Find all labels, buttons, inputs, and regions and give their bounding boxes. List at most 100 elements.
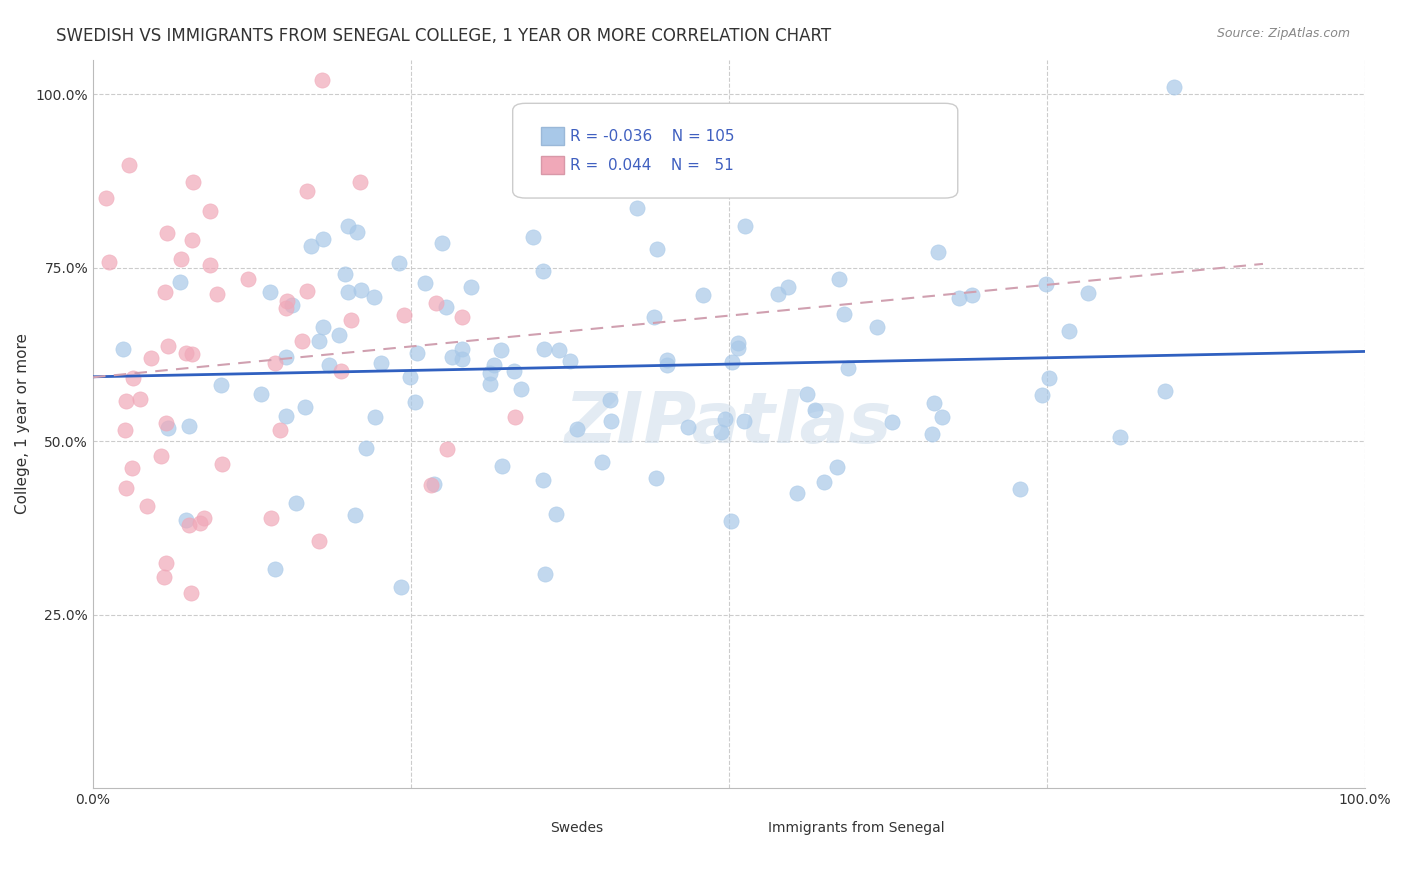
Point <box>405 346 427 360</box>
Point <box>193 511 215 525</box>
Point <box>169 275 191 289</box>
Point <box>450 352 472 367</box>
Point <box>180 233 202 247</box>
Point <box>177 419 200 434</box>
Point <box>921 427 943 442</box>
FancyBboxPatch shape <box>541 156 564 174</box>
Point <box>643 310 665 325</box>
Text: R =  0.044    N =   51: R = 0.044 N = 51 <box>569 158 734 173</box>
FancyBboxPatch shape <box>541 127 564 145</box>
Point <box>274 409 297 423</box>
Point <box>423 476 446 491</box>
Point <box>155 556 177 570</box>
Point <box>720 514 742 528</box>
Point <box>491 343 513 357</box>
Point <box>344 508 367 522</box>
Point <box>837 360 859 375</box>
Text: R = -0.036    N = 105: R = -0.036 N = 105 <box>569 128 734 144</box>
Point <box>156 227 179 241</box>
Point <box>404 395 426 409</box>
Point <box>531 264 554 278</box>
Point <box>281 298 304 312</box>
Point <box>1077 286 1099 301</box>
Point <box>295 284 318 298</box>
Point <box>139 351 162 365</box>
Point <box>1109 430 1132 444</box>
Point <box>533 343 555 357</box>
Point <box>170 252 193 266</box>
Point <box>786 486 808 500</box>
Point <box>354 441 377 455</box>
Point <box>440 351 463 365</box>
Point <box>312 319 335 334</box>
Point <box>827 272 849 286</box>
Point <box>209 378 232 392</box>
Point <box>922 396 945 410</box>
Point <box>676 420 699 434</box>
Point <box>97 255 120 269</box>
Point <box>318 358 340 372</box>
Point <box>114 481 136 495</box>
Point <box>655 358 678 372</box>
Point <box>1163 80 1185 95</box>
Point <box>349 175 371 189</box>
Point <box>796 387 818 401</box>
Point <box>155 416 177 430</box>
Point <box>392 308 415 322</box>
Point <box>645 242 668 256</box>
Point <box>1008 483 1031 497</box>
Point <box>333 268 356 282</box>
Point <box>370 356 392 370</box>
Point <box>413 276 436 290</box>
Point <box>250 387 273 401</box>
Point <box>153 285 176 299</box>
Point <box>600 414 623 428</box>
Point <box>177 517 200 532</box>
Point <box>962 288 984 302</box>
Point <box>121 461 143 475</box>
Point <box>451 310 474 324</box>
Point <box>114 393 136 408</box>
Point <box>398 369 420 384</box>
FancyBboxPatch shape <box>728 824 780 843</box>
Point <box>153 569 176 583</box>
Point <box>211 458 233 472</box>
Point <box>1038 371 1060 385</box>
Point <box>1031 388 1053 402</box>
Text: ZIPatlas: ZIPatlas <box>565 390 893 458</box>
Text: Immigrants from Senegal: Immigrants from Senegal <box>768 821 945 835</box>
Point <box>312 232 335 246</box>
Point <box>531 473 554 487</box>
Point <box>727 336 749 351</box>
Point <box>157 421 180 435</box>
Point <box>295 184 318 198</box>
Point <box>832 308 855 322</box>
Point <box>337 219 360 233</box>
Point <box>502 364 524 378</box>
Point <box>181 175 204 189</box>
Point <box>733 414 755 428</box>
Point <box>880 415 903 429</box>
Point <box>804 402 827 417</box>
Point <box>174 513 197 527</box>
Point <box>491 458 513 473</box>
Point <box>299 239 322 253</box>
Point <box>291 334 314 349</box>
Point <box>274 301 297 316</box>
Point <box>311 73 333 87</box>
Point <box>645 471 668 485</box>
Point <box>236 272 259 286</box>
Point <box>269 423 291 437</box>
Point <box>198 258 221 272</box>
Point <box>534 567 557 582</box>
Point <box>436 442 458 456</box>
Point <box>766 286 789 301</box>
Point <box>927 245 949 260</box>
Point <box>451 342 474 356</box>
Point <box>260 511 283 525</box>
Point <box>136 500 159 514</box>
Point <box>776 280 799 294</box>
Point <box>337 285 360 299</box>
Point <box>181 347 204 361</box>
Point <box>657 352 679 367</box>
